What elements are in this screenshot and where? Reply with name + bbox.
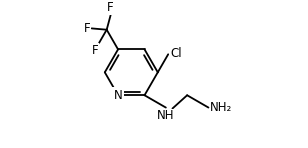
Text: NH₂: NH₂ [210, 101, 233, 114]
Text: F: F [107, 1, 114, 14]
Text: NH: NH [157, 110, 175, 122]
Text: F: F [84, 22, 91, 35]
Text: N: N [114, 89, 122, 102]
Text: F: F [91, 44, 98, 57]
Text: Cl: Cl [170, 47, 182, 60]
